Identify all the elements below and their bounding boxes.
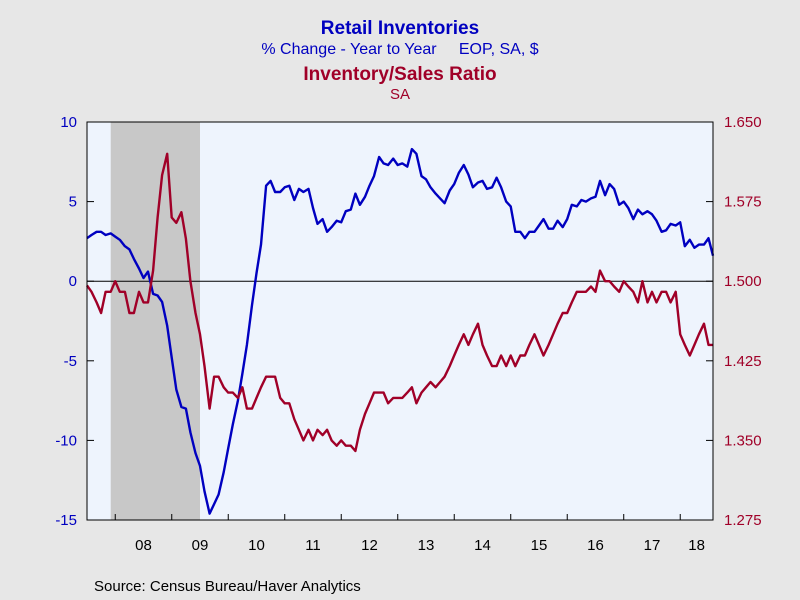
plot-frame: [86, 121, 714, 521]
chart-subtitle-2: SA: [389, 86, 410, 103]
left-tick-label: 5: [69, 194, 77, 211]
x-tick-label: 14: [474, 537, 491, 554]
right-tick-label: 1.575: [724, 194, 762, 211]
series-line-inventory-sales-ratio: [86, 152, 713, 453]
right-tick-label: 1.500: [724, 273, 762, 290]
left-tick-label: 0: [69, 273, 77, 290]
series-line-retail-inventories: [86, 147, 715, 515]
right-tick-label: 1.350: [724, 432, 762, 449]
x-tick-label: 10: [248, 537, 265, 554]
left-tick-label: -10: [55, 432, 77, 449]
chart-subtitle: % Change - Year to Year EOP, SA, $: [261, 41, 539, 58]
x-tick-label: 11: [305, 537, 321, 554]
x-tick-label: 09: [192, 537, 209, 554]
left-tick-label: -15: [55, 512, 77, 529]
x-tick-label: 15: [531, 537, 548, 554]
x-tick-label: 08: [135, 537, 152, 554]
right-tick-label: 1.275: [724, 512, 762, 529]
left-tick-label: 10: [60, 114, 77, 131]
left-tick-label: -5: [64, 353, 77, 370]
x-tick-label: 13: [418, 537, 435, 554]
chart-title: Retail Inventories: [320, 18, 480, 39]
right-tick-label: 1.650: [724, 114, 762, 131]
recession-shade: [110, 122, 200, 520]
x-tick-label: 16: [587, 537, 604, 554]
x-tick-label: 18: [688, 537, 705, 554]
x-tick-label: 12: [361, 537, 378, 554]
chart-title-2: Inventory/Sales Ratio: [303, 64, 497, 85]
x-tick-label: 17: [644, 537, 661, 554]
source-note: Source: Census Bureau/Haver Analytics: [94, 578, 361, 595]
right-tick-label: 1.425: [724, 353, 762, 370]
